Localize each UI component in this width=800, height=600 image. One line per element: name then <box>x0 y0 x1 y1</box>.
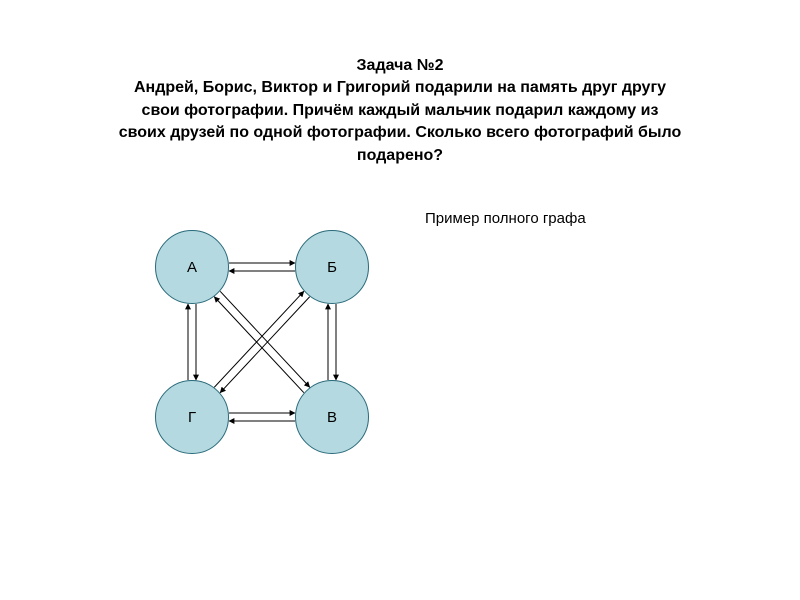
graph-node-A: А <box>155 230 229 304</box>
graph-edge <box>214 291 304 387</box>
title-line-5: подарено? <box>0 145 800 167</box>
graph-node-B: Б <box>295 230 369 304</box>
graph-node-V: В <box>295 380 369 454</box>
graph-caption: Пример полного графа <box>425 210 586 227</box>
graph-edge <box>214 297 304 393</box>
problem-title: Задача №2 Андрей, Борис, Виктор и Григор… <box>0 55 800 167</box>
graph-node-label: Г <box>188 409 196 426</box>
title-line-4: своих друзей по одной фотографии. Скольк… <box>0 122 800 144</box>
title-line-2: Андрей, Борис, Виктор и Григорий подарил… <box>0 77 800 99</box>
graph-edge <box>220 291 310 387</box>
graph-node-label: Б <box>327 259 337 276</box>
graph-node-label: А <box>187 259 197 276</box>
graph-node-label: В <box>327 409 337 426</box>
graph-diagram: А Б В Г <box>130 200 410 480</box>
graph-edge <box>220 297 310 393</box>
title-line-1: Задача №2 <box>0 55 800 77</box>
title-line-3: свои фотографии. Причём каждый мальчик п… <box>0 100 800 122</box>
graph-node-G: Г <box>155 380 229 454</box>
